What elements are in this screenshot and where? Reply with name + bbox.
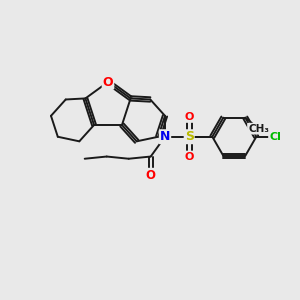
Text: CH₃: CH₃ xyxy=(248,124,269,134)
Text: O: O xyxy=(184,152,194,161)
Text: Cl: Cl xyxy=(269,132,281,142)
Text: O: O xyxy=(184,112,194,122)
Text: O: O xyxy=(146,169,156,182)
Text: O: O xyxy=(103,76,113,88)
Text: N: N xyxy=(160,130,170,143)
Text: S: S xyxy=(185,130,194,143)
